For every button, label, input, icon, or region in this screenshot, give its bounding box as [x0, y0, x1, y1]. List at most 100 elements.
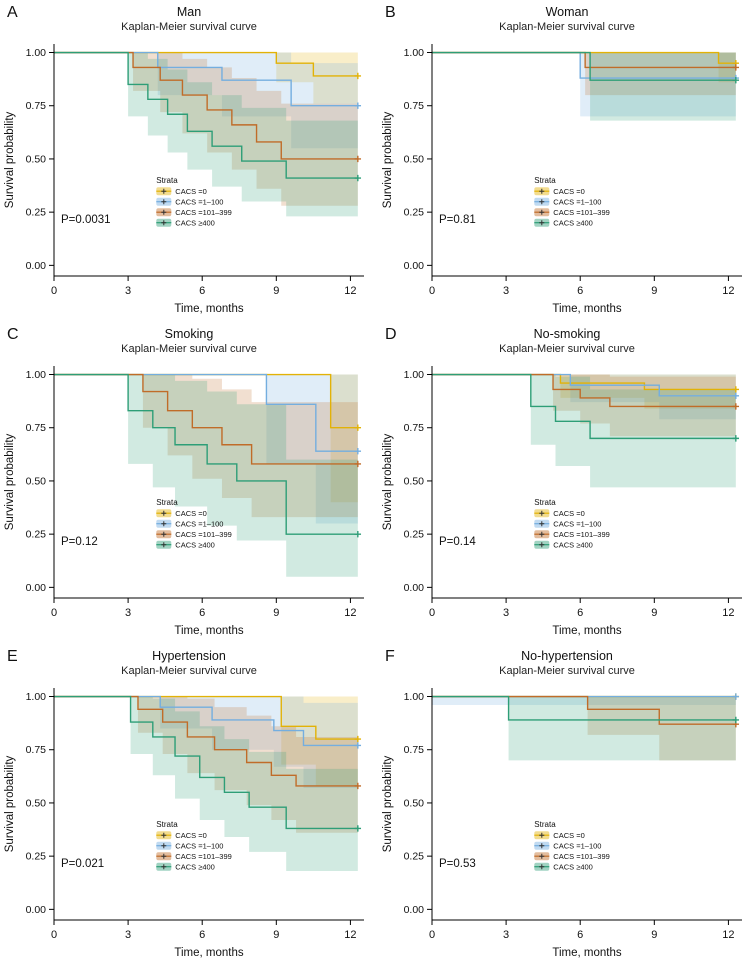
svg-text:CACS =101–399: CACS =101–399: [175, 852, 232, 861]
svg-text:0.50: 0.50: [404, 153, 425, 165]
svg-text:0.00: 0.00: [26, 904, 47, 916]
svg-text:CACS =0: CACS =0: [553, 509, 584, 518]
svg-text:Survival probability: Survival probability: [382, 433, 394, 530]
km-panel-no-hypertension: F No-hypertension Kaplan-Meier survival …: [378, 644, 756, 966]
svg-text:3: 3: [503, 929, 509, 941]
svg-text:Survival probability: Survival probability: [4, 433, 16, 530]
svg-text:3: 3: [503, 607, 509, 619]
svg-text:3: 3: [125, 607, 131, 619]
svg-text:CACS ≥400: CACS ≥400: [553, 541, 593, 550]
svg-text:0: 0: [51, 929, 57, 941]
svg-text:12: 12: [722, 929, 734, 941]
svg-text:1.00: 1.00: [26, 47, 47, 59]
svg-text:Strata: Strata: [156, 820, 178, 829]
svg-text:CACS =1–100: CACS =1–100: [175, 842, 223, 851]
panel-header: No-hypertension Kaplan-Meier survival cu…: [378, 644, 756, 680]
svg-text:6: 6: [577, 929, 583, 941]
svg-text:0.25: 0.25: [404, 207, 425, 219]
svg-text:0.75: 0.75: [26, 422, 47, 434]
svg-text:0.75: 0.75: [404, 100, 425, 112]
svg-text:CACS ≥400: CACS ≥400: [175, 219, 215, 228]
svg-text:0.50: 0.50: [404, 797, 425, 809]
svg-text:P=0.021: P=0.021: [61, 858, 104, 870]
panel-letter: B: [385, 4, 396, 21]
km-panel-smoking: C Smoking Kaplan-Meier survival curve 0.…: [0, 322, 378, 644]
svg-text:0: 0: [429, 607, 435, 619]
svg-text:0.50: 0.50: [26, 153, 47, 165]
svg-text:0: 0: [51, 607, 57, 619]
panel-subtitle: Kaplan-Meier survival curve: [499, 342, 635, 355]
svg-text:Survival probability: Survival probability: [4, 111, 16, 208]
svg-text:9: 9: [273, 607, 279, 619]
svg-text:0.00: 0.00: [26, 582, 47, 594]
panel-letter: F: [385, 648, 395, 665]
svg-text:CACS =101–399: CACS =101–399: [553, 852, 610, 861]
svg-text:0.00: 0.00: [404, 904, 425, 916]
km-panel-woman: B Woman Kaplan-Meier survival curve 0.00…: [378, 0, 756, 322]
panel-title: Hypertension: [152, 649, 226, 663]
svg-text:CACS =0: CACS =0: [175, 509, 206, 518]
km-plot-smoking: 0.00 0.25 0.50 0.75 1.00 0 3 6 9 12 Survival proba…: [4, 366, 364, 637]
panel-subtitle: Kaplan-Meier survival curve: [499, 20, 635, 33]
km-plot-no-smoking: 0.00 0.25 0.50 0.75 1.00 0 3 6 9 12 Survival proba…: [382, 366, 742, 637]
svg-text:P=0.81: P=0.81: [439, 214, 476, 226]
svg-text:0.00: 0.00: [404, 260, 425, 272]
svg-text:0.25: 0.25: [404, 529, 425, 541]
svg-text:Strata: Strata: [534, 498, 556, 507]
svg-text:Strata: Strata: [534, 820, 556, 829]
km-plot-no-hypertension: 0.00 0.25 0.50 0.75 1.00 0 3 6 9 12 Survival proba…: [382, 688, 742, 959]
svg-text:P=0.53: P=0.53: [439, 858, 476, 870]
svg-text:6: 6: [199, 285, 205, 297]
svg-text:Time, months: Time, months: [174, 303, 243, 315]
svg-text:CACS =1–100: CACS =1–100: [175, 198, 223, 207]
km-panel-hypertension: E Hypertension Kaplan-Meier survival cur…: [0, 644, 378, 966]
svg-text:CACS =1–100: CACS =1–100: [553, 198, 601, 207]
svg-text:Time, months: Time, months: [174, 625, 243, 637]
km-panel-man: A Man Kaplan-Meier survival curve 0.00 0.…: [0, 0, 378, 322]
svg-text:0.25: 0.25: [404, 851, 425, 863]
svg-text:9: 9: [651, 285, 657, 297]
panel-letter: E: [7, 648, 18, 665]
svg-text:0.00: 0.00: [26, 260, 47, 272]
panel-subtitle: Kaplan-Meier survival curve: [121, 664, 257, 677]
svg-text:CACS ≥400: CACS ≥400: [175, 863, 215, 872]
panel-header: Woman Kaplan-Meier survival curve: [378, 0, 756, 36]
svg-text:Survival probability: Survival probability: [382, 755, 394, 852]
panel-title: Smoking: [164, 327, 214, 341]
svg-text:0: 0: [51, 285, 57, 297]
panel-header: Man Kaplan-Meier survival curve: [0, 0, 378, 36]
svg-text:P=0.14: P=0.14: [439, 536, 476, 548]
svg-text:CACS =1–100: CACS =1–100: [553, 520, 601, 529]
panel-subtitle: Kaplan-Meier survival curve: [499, 664, 635, 677]
panel-letter: C: [7, 326, 19, 343]
svg-text:CACS =101–399: CACS =101–399: [175, 530, 232, 539]
svg-text:9: 9: [273, 929, 279, 941]
svg-text:0: 0: [429, 929, 435, 941]
svg-text:0.50: 0.50: [26, 475, 47, 487]
svg-text:CACS =101–399: CACS =101–399: [553, 530, 610, 539]
svg-text:CACS ≥400: CACS ≥400: [553, 863, 593, 872]
svg-text:0.25: 0.25: [26, 207, 47, 219]
svg-text:0.25: 0.25: [26, 851, 47, 863]
svg-text:0.75: 0.75: [26, 744, 47, 756]
km-plot-hypertension: 0.00 0.25 0.50 0.75 1.00 0 3 6 9 12 Survival proba…: [4, 688, 364, 959]
svg-text:12: 12: [344, 285, 356, 297]
svg-text:CACS =0: CACS =0: [553, 831, 584, 840]
km-plot-woman: 0.00 0.25 0.50 0.75 1.00 0 3 6 9 12 Survival proba…: [382, 44, 742, 315]
svg-text:1.00: 1.00: [404, 369, 425, 381]
svg-text:0.25: 0.25: [26, 529, 47, 541]
svg-text:1.00: 1.00: [26, 691, 47, 703]
svg-text:P=0.0031: P=0.0031: [61, 214, 111, 226]
panel-header: No-smoking Kaplan-Meier survival curve: [378, 322, 756, 358]
panel-title: Woman: [545, 5, 589, 19]
svg-text:12: 12: [722, 285, 734, 297]
svg-text:CACS =0: CACS =0: [175, 187, 206, 196]
svg-text:0: 0: [429, 285, 435, 297]
svg-text:6: 6: [577, 285, 583, 297]
svg-text:1.00: 1.00: [404, 47, 425, 59]
panel-subtitle: Kaplan-Meier survival curve: [121, 20, 257, 33]
svg-text:0.75: 0.75: [26, 100, 47, 112]
svg-text:Time, months: Time, months: [174, 947, 243, 959]
km-plot-man: 0.00 0.25 0.50 0.75 1.00 0 3 6 9 12 Survival proba…: [4, 44, 364, 315]
